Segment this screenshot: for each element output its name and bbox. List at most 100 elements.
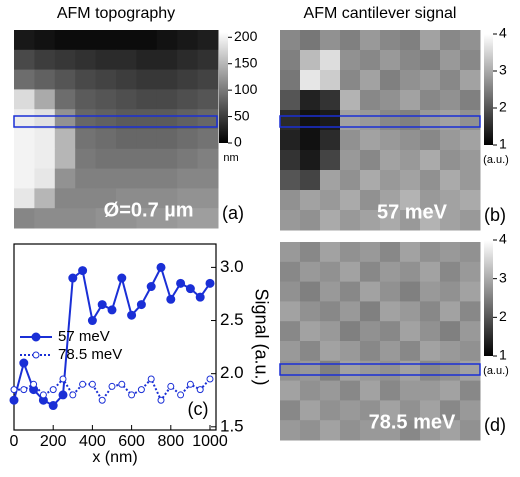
heatmap-cell <box>340 170 361 191</box>
heatmap-cell <box>340 420 361 441</box>
heatmap-cell <box>420 90 441 111</box>
heatmap-cell <box>460 400 481 421</box>
heatmap-cell <box>380 242 401 263</box>
heatmap-cell <box>75 109 97 130</box>
heatmap-cell <box>440 341 461 362</box>
heatmap-cell <box>360 110 381 131</box>
heatmap-cell <box>75 208 97 229</box>
heatmap-cell <box>136 208 158 229</box>
y-tick-label: 2.0 <box>220 363 244 382</box>
content: AFM topography Ø=0.7 µm (a) 0 50 100 150 200 nm A… <box>9 5 509 466</box>
heatmap-cell <box>177 188 199 209</box>
series-marker <box>166 294 176 304</box>
heatmap-cell <box>320 341 341 362</box>
heatmap-cell <box>420 261 441 283</box>
heatmap-cell <box>197 30 219 51</box>
colorbar-tick-label: 2 <box>499 99 507 115</box>
heatmap-cell <box>460 261 481 283</box>
heatmap-cell <box>177 49 199 71</box>
heatmap-cell <box>280 321 301 342</box>
heatmap-cell <box>280 30 301 51</box>
heatmap-cell <box>420 50 441 71</box>
panel-label: (a) <box>222 203 244 223</box>
heatmap-cell <box>360 242 381 263</box>
series-marker <box>176 278 186 288</box>
heatmap-cell <box>197 148 219 170</box>
heatmap-cell <box>320 242 341 263</box>
heatmap-cell <box>360 190 381 211</box>
series-marker <box>167 382 175 390</box>
heatmap-cell <box>75 49 97 71</box>
x-tick-label: 800 <box>157 433 184 450</box>
heatmap-cell <box>340 360 361 382</box>
heatmap-cell <box>420 400 441 421</box>
heatmap-cell <box>156 129 178 150</box>
heatmap-cell <box>177 208 199 229</box>
heatmap-cell <box>300 400 321 421</box>
series-marker <box>9 395 19 405</box>
heatmap-cell <box>400 380 421 401</box>
series-marker <box>49 386 57 394</box>
heatmap-cell <box>440 400 461 421</box>
panel-label: (d) <box>484 415 506 435</box>
heatmap-cell <box>440 360 461 382</box>
heatmap-cell <box>400 130 421 151</box>
heatmap-cell <box>14 30 35 51</box>
heatmap-cell <box>380 281 401 302</box>
heatmap-cell <box>34 208 56 229</box>
heatmap-cell <box>340 400 361 421</box>
heatmap-cell <box>177 69 199 90</box>
heatmap-cell <box>75 129 97 150</box>
heatmap-cell <box>380 170 401 191</box>
legend-label: 57 meV <box>58 328 110 345</box>
heatmap-cell <box>34 30 56 51</box>
series-marker <box>30 380 38 388</box>
heatmap-cell <box>320 360 341 382</box>
heatmap-cell <box>95 129 117 150</box>
heatmap-cell <box>440 261 461 283</box>
heatmap-cell <box>420 70 441 91</box>
heatmap-cell <box>440 301 461 322</box>
y-tick-label: 2.5 <box>220 310 244 329</box>
heatmap-cell <box>54 148 76 170</box>
heatmap-cell <box>280 110 301 131</box>
heatmap-cell <box>400 321 421 342</box>
heatmap-cell <box>156 49 178 71</box>
heatmap-cell <box>400 341 421 362</box>
series-marker <box>20 386 28 394</box>
heatmap-cell <box>300 30 321 51</box>
heatmap-cell <box>340 190 361 211</box>
heatmap-cell <box>300 90 321 111</box>
heatmap-cell <box>14 89 35 110</box>
heatmap-cell <box>320 321 341 342</box>
heatmap-cell <box>320 420 341 441</box>
heatmap-cell <box>95 208 117 229</box>
series-marker <box>79 380 87 388</box>
series-marker <box>186 380 194 388</box>
legend-label: 78.5 meV <box>58 346 122 363</box>
heatmap-cell <box>54 208 76 229</box>
heatmap-cell <box>280 400 301 421</box>
series-marker <box>69 391 77 399</box>
series-marker <box>78 266 88 276</box>
heatmap-cell <box>116 49 137 71</box>
series-marker <box>87 316 97 326</box>
heatmap-cell <box>380 321 401 342</box>
heatmap-cell <box>156 89 178 110</box>
heatmap-cell <box>380 110 401 131</box>
heatmap-cell <box>136 89 158 110</box>
heatmap-cell <box>300 170 321 191</box>
heatmap-cell <box>460 301 481 322</box>
series-marker <box>59 375 67 383</box>
heatmap-cell <box>280 261 301 283</box>
heatmap-cell <box>420 170 441 191</box>
colorbar-tick-label: 4 <box>499 25 507 41</box>
series-marker <box>48 401 58 411</box>
heatmap-cell <box>320 70 341 91</box>
heatmap-cell <box>360 281 381 302</box>
heatmap-cell <box>75 148 97 170</box>
series-marker <box>206 375 214 383</box>
colorbar-tick-label: 2 <box>499 308 507 324</box>
line-cut-box <box>13 115 218 128</box>
